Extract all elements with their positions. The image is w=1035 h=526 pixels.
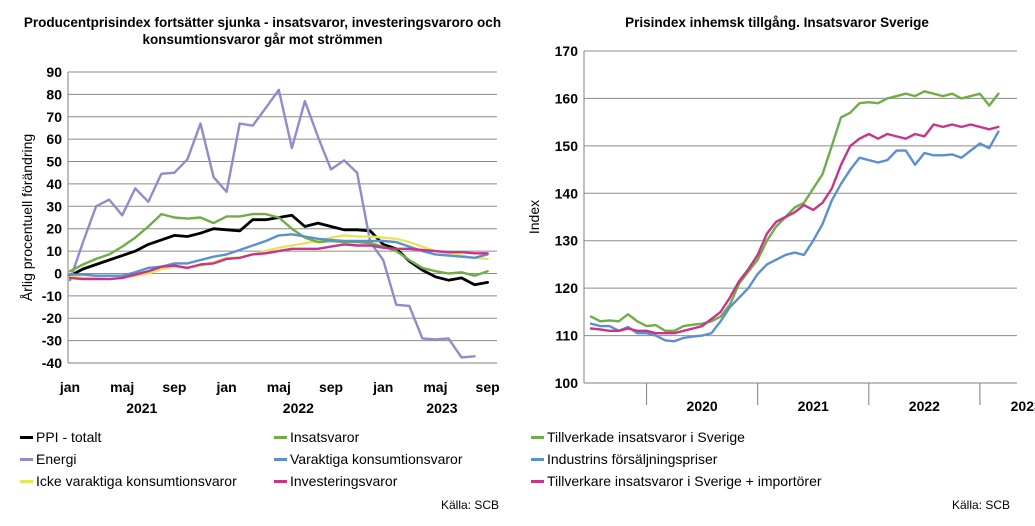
year-label: 2022 [909,398,940,414]
y-axis-title: Årlig procentuell förändring [19,134,35,301]
legend-swatch [531,479,544,483]
y-tick-label: 80 [46,86,62,102]
legend-swatch [531,457,544,461]
x-tick-label: jan [372,379,393,395]
legend-label: Investeringsvaror [290,473,398,489]
y-tick-label: 160 [555,90,579,106]
left-source: Källa: SCB [441,498,500,512]
legend-item-industrins: Industrins försäljningspriser [531,450,717,468]
legend-item-investeringsvaror: Investeringsvaror [274,472,397,490]
legend-swatch [20,457,33,461]
y-axis-title: Index [526,200,542,234]
legend-item-insatsvaror: Insatsvaror [274,428,359,446]
x-tick-label: sep [162,379,186,395]
y-tick-label: 10 [46,243,62,259]
legend-swatch [20,479,33,483]
legend-swatch [20,435,33,439]
y-tick-label: -40 [42,355,62,371]
legend-swatch [274,435,287,439]
legend-label: PPI - totalt [36,429,102,445]
y-tick-label: 150 [555,138,579,154]
year-label: 2023 [426,400,457,416]
x-tick-label: maj [423,379,447,395]
x-tick-label: sep [476,379,500,395]
y-tick-label: 60 [46,131,62,147]
x-tick-label: maj [267,379,291,395]
legend-item-energi: Energi [20,450,76,468]
legend-label: Icke varaktiga konsumtionsvaror [36,473,237,489]
series-line [68,88,476,359]
x-tick-label: jan [59,379,80,395]
legend-label: Tillverkare insatsvaror i Sverige + impo… [547,473,822,489]
year-label: 2022 [283,400,314,416]
y-tick-label: 120 [555,280,579,296]
y-tick-label: 40 [46,176,62,192]
series-line [589,130,1000,343]
legend-item-icke-varaktiga: Icke varaktiga konsumtionsvaror [20,472,237,490]
y-tick-label: 70 [46,109,62,125]
legend-swatch [274,479,287,483]
legend-item-tillverkade: Tillverkade insatsvaror i Sverige [531,428,745,446]
series-line [589,90,1000,332]
year-label: 2021 [798,398,829,414]
legend-item-varaktiga: Varaktiga konsumtionsvaror [274,450,462,468]
legend-label: Insatsvaror [290,429,360,445]
legend-item-ppi: PPI - totalt [20,428,101,446]
right-chart-svg: 170 160 150 140 130 120 110 100 Index 2020 2021 202… [526,43,1035,414]
legend-swatch [274,457,287,461]
y-tick-label: -20 [42,310,62,326]
x-tick-label: maj [110,379,134,395]
x-tick-label: jan [215,379,236,395]
x-tick-label: sep [319,379,343,395]
legend-label: Varaktiga konsumtionsvaror [290,451,463,467]
y-tick-label: -30 [42,333,62,349]
legend-item-tillverkare-importorer: Tillverkare insatsvaror i Sverige + impo… [531,472,822,490]
y-tick-label: 170 [555,43,579,59]
y-tick-label: 110 [555,328,578,344]
series-line [589,123,1000,335]
y-tick-label: 100 [555,375,579,391]
year-label: 2021 [126,400,157,416]
right-chart-panel: Prisindex inhemsk tillgång. Insatsvaror … [517,0,1035,526]
y-tick-label: 0 [54,265,62,281]
right-chart-title: Prisindex inhemsk tillgång. Insatsvaror … [625,15,929,30]
y-tick-label: 140 [555,185,579,201]
legend-swatch [531,435,544,439]
legend-label: Industrins försäljningspriser [547,451,718,467]
left-chart-panel: Producentprisindex fortsätter sjunka - i… [0,0,517,526]
series-line [68,234,489,281]
y-tick-label: 90 [46,64,62,80]
right-source: Källa: SCB [952,498,1011,512]
series-line [68,212,489,277]
legend-label: Energi [36,451,77,467]
series-line [68,243,489,281]
y-tick-label: -10 [42,288,62,304]
y-tick-label: 30 [46,198,62,214]
year-label: 2020 [687,398,718,414]
y-tick-label: 20 [46,221,62,237]
left-chart-title: Producentprisindex fortsätter sjunka - i… [23,15,502,47]
left-chart-svg: 90 80 70 60 50 40 30 20 10 0 -10 -20 -30 -40 Årlig pro… [19,64,500,416]
legend-label: Tillverkade insatsvaror i Sverige [547,429,745,445]
y-tick-label: 50 [46,154,62,170]
year-label: 2023 [1011,398,1035,414]
y-tick-label: 130 [555,233,579,249]
